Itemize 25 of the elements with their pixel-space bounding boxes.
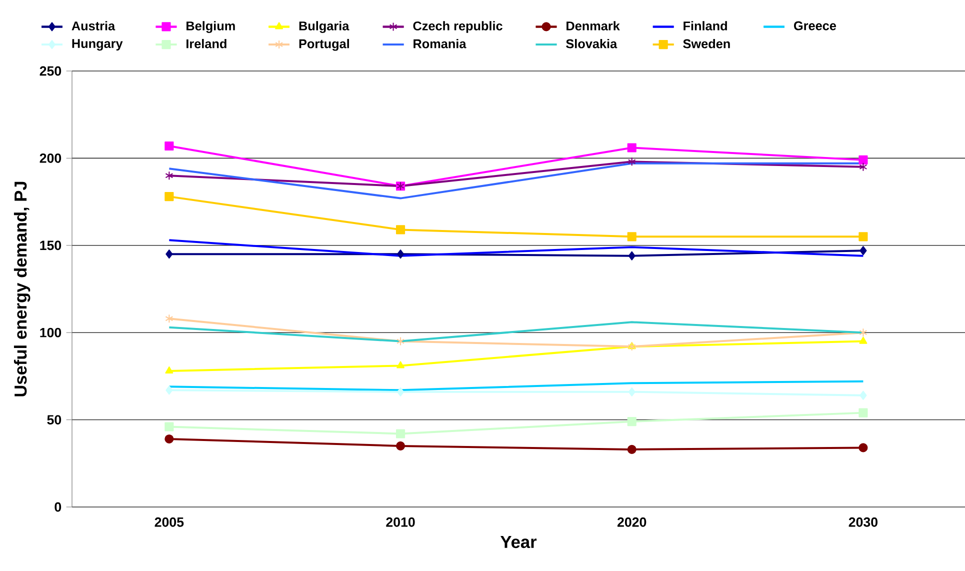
y-tick-label: 0 — [54, 502, 62, 512]
legend-label: Austria — [72, 21, 116, 30]
y-tick-label: 50 — [47, 415, 62, 425]
x-tick-label: 2005 — [154, 517, 184, 527]
legend-label: Belgium — [186, 21, 235, 33]
legend-label: Bulgaria — [299, 21, 350, 33]
x-tick-label: 2010 — [386, 517, 415, 527]
y-tick-label: 150 — [40, 240, 62, 250]
y-axis-title: Useful energy demand, PJ — [14, 182, 30, 396]
x-tick-label: 2030 — [848, 517, 878, 527]
x-axis-title: Year — [500, 536, 537, 548]
legend-label: Ireland — [186, 38, 226, 48]
legend-label: Greece — [794, 21, 836, 30]
legend-label: Portugal — [299, 38, 349, 51]
legend-label: Slovakia — [566, 38, 618, 48]
legend-label: Hungary — [72, 39, 123, 51]
y-tick-label: 200 — [40, 153, 62, 163]
legend-label: Finland — [684, 21, 727, 30]
y-tick-label: 250 — [40, 66, 62, 76]
legend-label: Sweden — [683, 38, 730, 48]
legend-label: Czech republic — [413, 21, 502, 33]
legend-label: Romania — [414, 38, 466, 48]
y-tick-label: 100 — [40, 328, 62, 338]
legend-label: Denmark — [566, 21, 620, 30]
x-tick-label: 2020 — [617, 517, 646, 527]
